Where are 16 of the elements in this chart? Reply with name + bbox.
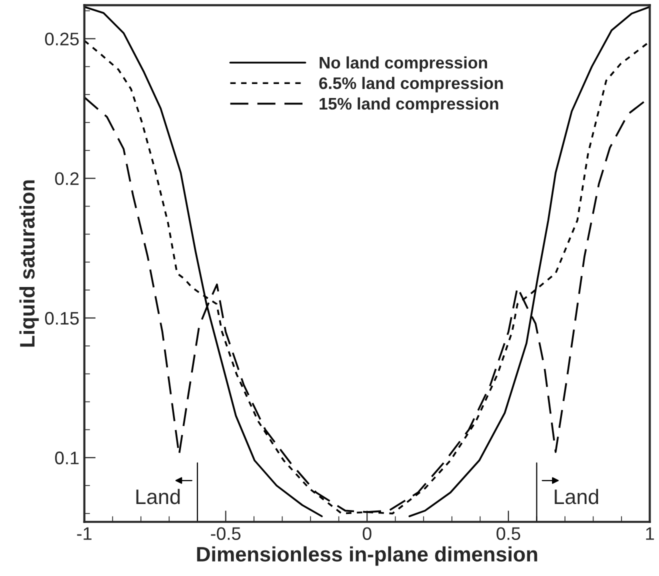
x-axis-title: Dimensionless in-plane dimension — [197, 546, 538, 566]
x-tick-label: 0 — [362, 527, 372, 540]
ref-line-label: Land — [554, 488, 598, 504]
y-axis-title: Liquid saturation — [19, 180, 39, 347]
x-tick-label: 0.5 — [496, 527, 520, 540]
y-tick-label: 0.15 — [45, 312, 79, 325]
y-tick-label: 0.25 — [45, 32, 79, 46]
y-tick-label: 0.2 — [55, 172, 79, 186]
ref-line-label: Land — [136, 488, 180, 504]
x-tick-label: 1 — [646, 527, 654, 540]
y-tick-label: 0.1 — [55, 452, 79, 464]
x-tick-label: -1 — [77, 527, 92, 540]
legend-label: No land compression — [320, 56, 488, 72]
legend-label: 15% land compression — [320, 97, 498, 113]
legend-label: 6.5% land compression — [319, 76, 503, 92]
x-tick-label: -0.5 — [210, 527, 241, 540]
